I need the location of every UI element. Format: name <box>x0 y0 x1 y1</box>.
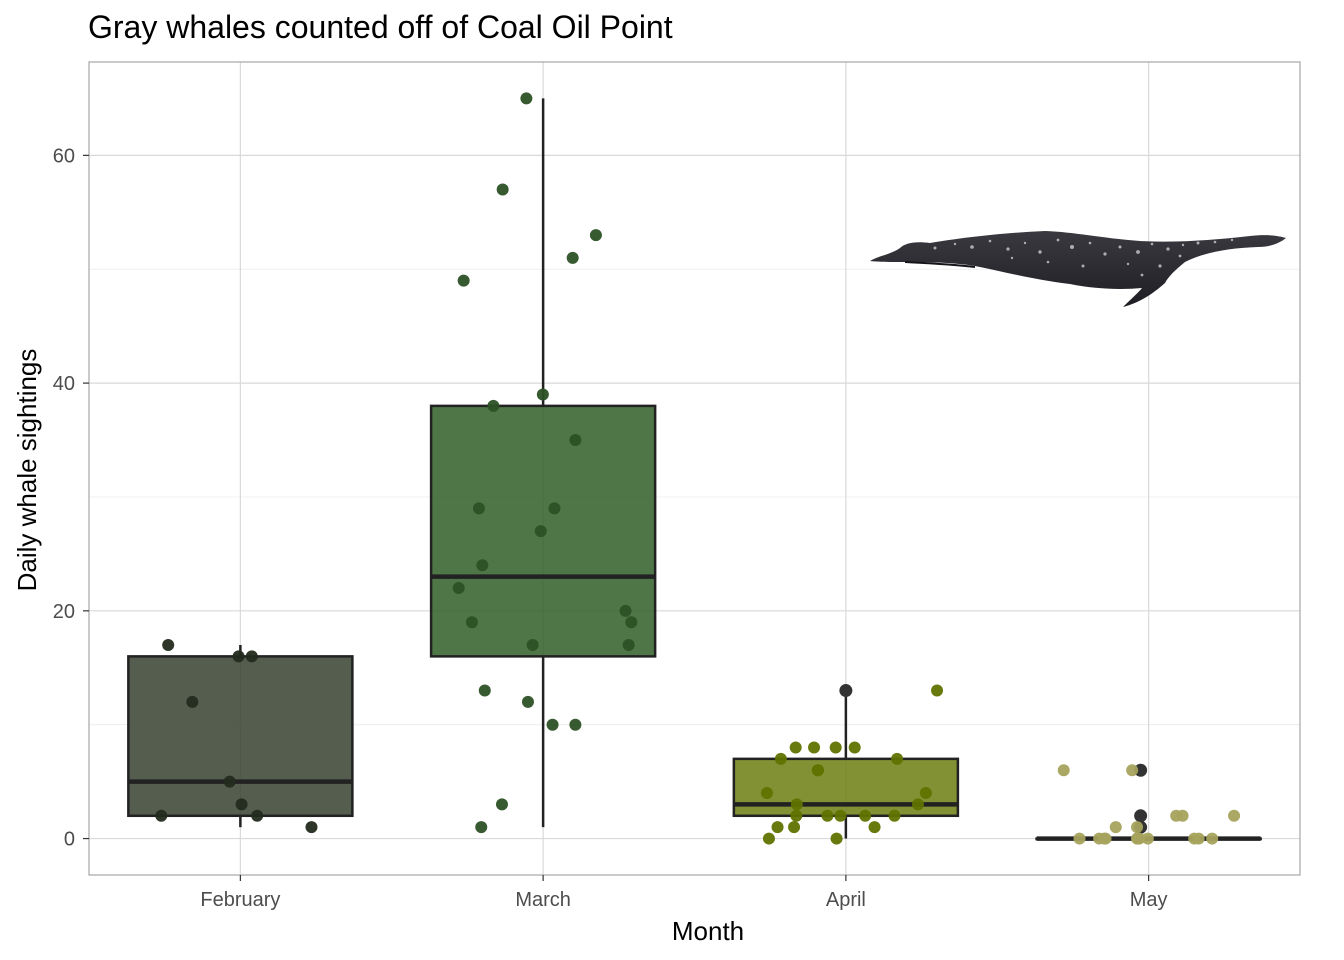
data-point <box>1131 832 1144 845</box>
data-point <box>526 638 539 651</box>
data-point <box>235 798 248 811</box>
data-point <box>589 229 602 242</box>
data-point <box>487 399 500 412</box>
data-point <box>762 832 775 845</box>
data-point <box>888 809 901 822</box>
data-point <box>476 559 489 572</box>
data-point <box>771 821 784 834</box>
data-point <box>569 718 582 731</box>
x-tick-label: May <box>1130 889 1168 911</box>
x-axis: February March April May <box>200 875 1168 911</box>
data-point <box>495 798 508 811</box>
data-point <box>1192 832 1205 845</box>
data-point <box>536 388 549 401</box>
data-point <box>1099 832 1112 845</box>
data-point <box>1141 832 1154 845</box>
data-point <box>774 752 787 765</box>
x-tick-label: February <box>200 889 280 911</box>
data-point <box>478 684 491 697</box>
data-point <box>1109 821 1122 834</box>
y-tick-label: 60 <box>53 145 75 167</box>
data-point <box>566 251 579 264</box>
data-point <box>868 821 881 834</box>
y-axis-title: Daily whale sightings <box>12 349 42 592</box>
data-point <box>457 274 470 287</box>
data-point <box>305 821 318 834</box>
data-point <box>1170 809 1183 822</box>
outlier-point <box>839 684 853 698</box>
data-point <box>1073 832 1086 845</box>
data-point <box>465 616 478 629</box>
outlier-point <box>1134 763 1148 777</box>
data-point <box>245 650 258 663</box>
data-point <box>891 752 904 765</box>
data-point <box>1206 832 1219 845</box>
data-point <box>1131 821 1144 834</box>
data-point <box>186 695 199 708</box>
boxplots <box>127 98 1262 841</box>
data-point <box>788 821 801 834</box>
y-tick-label: 40 <box>53 373 75 395</box>
plot-panel-border <box>88 61 1301 876</box>
jitter-points <box>155 92 1241 845</box>
data-point <box>534 525 547 538</box>
data-point <box>546 718 559 731</box>
data-point <box>223 775 236 788</box>
boxplot-march <box>429 98 657 828</box>
data-point <box>496 183 509 196</box>
data-point <box>789 741 802 754</box>
boxplot-february <box>127 644 354 828</box>
data-point <box>790 798 803 811</box>
data-point <box>1228 809 1241 822</box>
data-point <box>829 741 842 754</box>
data-point <box>919 787 932 800</box>
data-point <box>622 638 635 651</box>
data-point <box>830 832 843 845</box>
x-axis-title: Month <box>672 916 744 946</box>
y-tick-label: 0 <box>64 829 75 851</box>
x-tick-label: April <box>826 889 866 911</box>
data-point <box>569 434 582 447</box>
data-point <box>811 764 824 777</box>
data-point <box>548 502 561 515</box>
data-point <box>760 787 773 800</box>
data-point <box>619 604 632 617</box>
data-point <box>848 741 861 754</box>
data-point <box>834 809 847 822</box>
data-point <box>821 809 834 822</box>
y-axis: 0 20 40 60 <box>53 145 89 851</box>
data-point <box>472 502 485 515</box>
data-point <box>251 809 264 822</box>
box <box>127 655 354 818</box>
data-point <box>162 638 175 651</box>
y-tick-label: 20 <box>53 601 75 623</box>
data-point <box>475 821 488 834</box>
data-point <box>859 809 872 822</box>
data-point <box>931 684 944 697</box>
data-point <box>232 650 245 663</box>
gray-whale-illustration <box>870 231 1286 307</box>
x-tick-label: March <box>515 889 571 911</box>
data-point <box>790 809 803 822</box>
chart-title: Gray whales counted off of Coal Oil Poin… <box>88 9 673 45</box>
data-point <box>521 695 534 708</box>
data-point <box>520 92 533 105</box>
data-point <box>911 798 924 811</box>
data-point <box>1057 764 1070 777</box>
data-point <box>808 741 821 754</box>
data-point <box>1126 764 1139 777</box>
data-point <box>155 809 168 822</box>
data-point <box>625 616 638 629</box>
data-point <box>452 582 465 595</box>
outlier-point <box>1134 809 1148 823</box>
